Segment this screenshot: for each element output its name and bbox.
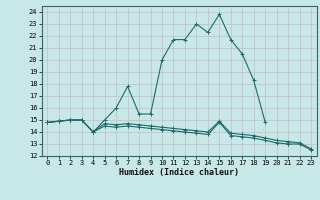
X-axis label: Humidex (Indice chaleur): Humidex (Indice chaleur) — [119, 168, 239, 177]
